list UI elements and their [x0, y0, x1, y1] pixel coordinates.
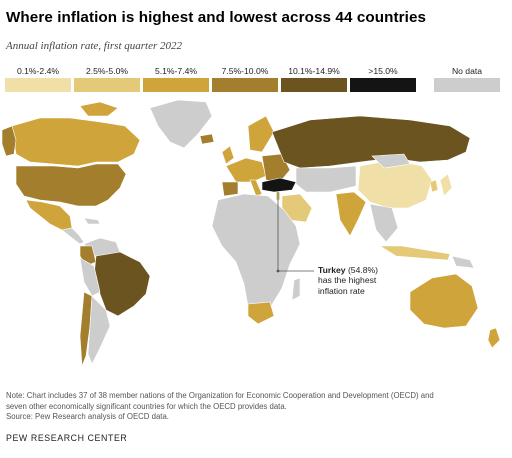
region-russia	[271, 115, 471, 169]
region-australia	[409, 273, 479, 329]
region-usa	[15, 163, 127, 207]
region-scandinavia	[247, 115, 275, 153]
turkey-annotation: Turkey (54.8%) has the highest inflation…	[318, 265, 378, 296]
legend-label-3: 5.1%-7.4%	[154, 66, 198, 76]
region-arctic-islands	[79, 101, 119, 117]
region-iceland	[199, 133, 215, 145]
region-uk	[221, 145, 235, 165]
region-japan	[439, 173, 453, 197]
region-south-africa	[247, 301, 275, 325]
region-alaska	[1, 125, 17, 157]
legend-swatch-nodata	[434, 78, 500, 92]
region-canada	[11, 117, 141, 167]
legend-swatch-5	[281, 78, 347, 92]
footnote: Note: Chart includes 37 of 38 member nat…	[6, 391, 506, 423]
region-indonesia	[378, 245, 451, 261]
legend-label-1: 0.1%-2.4%	[16, 66, 60, 76]
region-mexico	[25, 199, 73, 231]
region-greenland	[149, 99, 213, 149]
note-line-2: seven other economically significant cou…	[6, 401, 287, 411]
note-line-1: Note: Chart includes 37 of 38 member nat…	[6, 391, 434, 400]
region-turkey	[261, 177, 297, 193]
legend-label-6: >15.0%	[368, 66, 398, 76]
region-china	[357, 159, 433, 209]
legend-label-4: 7.5%-10.0%	[221, 66, 269, 76]
chart-subtitle: Annual inflation rate, first quarter 202…	[6, 40, 183, 52]
legend-swatch-3	[143, 78, 209, 92]
region-argentina	[87, 295, 111, 365]
world-map	[0, 96, 512, 386]
legend-swatch-2	[74, 78, 140, 92]
annotation-line3: inflation rate	[318, 285, 365, 296]
brand-label: PEW RESEARCH CENTER	[6, 433, 128, 443]
region-spain	[221, 181, 239, 197]
region-caribbean	[83, 217, 101, 225]
annotation-line2: has the highest	[318, 275, 377, 286]
region-andes	[79, 257, 101, 297]
legend-label-2: 2.5%-5.0%	[85, 66, 129, 76]
region-new-zealand	[487, 327, 501, 349]
annotation-country: Turkey	[318, 265, 346, 275]
region-southeast-asia	[369, 203, 399, 243]
region-western-europe	[225, 157, 267, 183]
source-line: Source: Pew Research analysis of OECD da…	[6, 412, 169, 422]
region-korea	[429, 179, 439, 193]
chart-title: Where inflation is highest and lowest ac…	[6, 9, 427, 26]
legend-swatch-4	[212, 78, 278, 92]
region-papua	[451, 255, 475, 269]
region-central-america	[61, 227, 85, 245]
region-italy	[249, 179, 263, 197]
legend-swatch-6	[350, 78, 416, 92]
legend-swatch-1	[5, 78, 71, 92]
legend-label-5: 10.1%-14.9%	[288, 66, 340, 76]
region-madagascar	[291, 277, 301, 301]
annotation-value: (54.8%)	[347, 265, 379, 275]
region-mongolia	[371, 153, 411, 169]
region-central-asia	[295, 165, 357, 193]
region-eastern-europe	[261, 153, 291, 183]
world-map-svg	[1, 99, 501, 367]
legend-label-nodata: No data	[451, 66, 483, 76]
region-india	[335, 191, 367, 237]
